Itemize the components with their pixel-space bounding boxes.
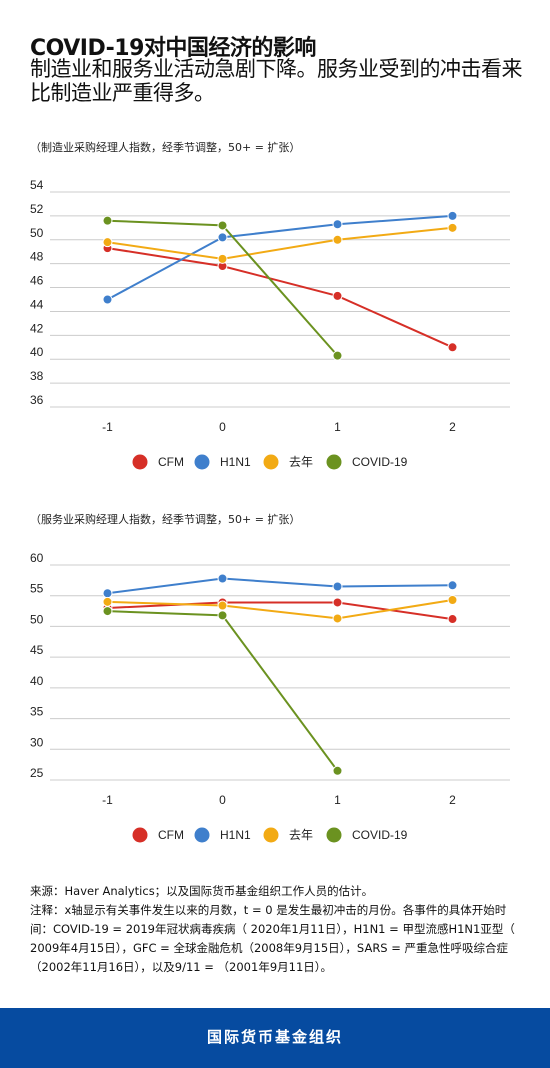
chart1-y-tick-label: 42 [30, 321, 44, 335]
chart1-point-last-year [332, 234, 343, 245]
chart1-legend-label-last-year: 去年 [289, 455, 313, 469]
chart2-legend-label-cfm: CFM [158, 828, 184, 842]
services-pmi-chart: 25 30 35 40 45 50 55 60 -1 0 1 2 CFM H1N1 去年 COVID-19 [30, 551, 510, 843]
chart1-legend-marker-covid-19 [326, 454, 342, 470]
chart2-series-line-last-year [107, 599, 453, 620]
chart1-y-tick-label: 40 [30, 345, 44, 359]
chart1-point-h1n1 [332, 219, 343, 230]
chart1-y-tick-label: 52 [30, 202, 44, 216]
footer-brand-bar: 国际货币基金组织 [0, 1008, 550, 1068]
chart1-point-last-year [217, 253, 228, 264]
chart1-x-tick-label: 2 [449, 420, 456, 434]
chart1-point-covid-19 [217, 220, 228, 231]
source-text: 来源：Haver Analytics；以及国际货币基金组织工作人员的估计。 [30, 884, 374, 898]
chart2-point-cfm [447, 614, 458, 625]
chart2-y-tick-label: 40 [30, 674, 44, 688]
chart2-point-covid-19 [102, 606, 113, 617]
chart1-point-cfm [332, 290, 343, 301]
chart2-point-h1n1 [217, 573, 228, 584]
chart2-x-tick-label: -1 [102, 793, 113, 807]
brand-name: 国际货币基金组织 [206, 1028, 343, 1046]
chart2-point-last-year [447, 595, 458, 606]
chart1-legend-label-covid-19: COVID-19 [352, 455, 408, 469]
chart2-y-tick-label: 55 [30, 582, 44, 596]
chart1-point-last-year [102, 237, 113, 248]
chart1-x-tick-label: 0 [219, 420, 226, 434]
chart2-legend-label-covid-19: COVID-19 [352, 828, 408, 842]
chart2-series-line-h1n1 [107, 577, 453, 595]
chart1-series-line-cfm [107, 247, 453, 349]
footer-notes: 来源：Haver Analytics；以及国际货币基金组织工作人员的估计。 注释… [30, 882, 525, 977]
chart1-legend-label-cfm: CFM [158, 455, 184, 469]
chart2-point-h1n1 [102, 588, 113, 599]
chart1-point-covid-19 [102, 215, 113, 226]
chart2-point-last-year [102, 596, 113, 607]
chart2-point-last-year [332, 613, 343, 624]
chart1-legend-label-h1n1: H1N1 [220, 455, 251, 469]
chart2-point-covid-19 [332, 765, 343, 776]
chart1-point-last-year [447, 222, 458, 233]
chart2-legend-marker-cfm [132, 827, 148, 843]
chart1-x-tick-label: 1 [334, 420, 341, 434]
chart2-y-tick-label: 60 [30, 551, 44, 565]
chart1-series-line-h1n1 [107, 214, 453, 301]
chart2-y-tick-label: 25 [30, 766, 44, 780]
manufacturing-pmi-chart: 36 38 40 42 44 46 48 50 52 54 -1 0 1 2 CFM H1N1 去年 COVID-… [30, 178, 510, 470]
services-chart-note: （服务业采购经理人指数，经季节调整，50+ = 扩张） [30, 513, 301, 526]
chart2-point-h1n1 [332, 581, 343, 592]
chart1-point-h1n1 [447, 210, 458, 221]
chart1-series-line-last-year [107, 226, 453, 260]
chart1-y-tick-label: 54 [30, 178, 44, 192]
chart2-legend-marker-covid-19 [326, 827, 342, 843]
chart2-legend-label-h1n1: H1N1 [220, 828, 251, 842]
chart2-x-tick-label: 2 [449, 793, 456, 807]
chart2-x-tick-label: 0 [219, 793, 226, 807]
chart1-y-tick-label: 44 [30, 297, 44, 311]
chart2-y-tick-label: 35 [30, 705, 44, 719]
page-subtitle: 制造业和服务业活动急剧下降。服务业受到的冲击看来比制造业严重得多。 [30, 57, 523, 105]
chart1-y-tick-label: 50 [30, 226, 44, 240]
chart1-point-h1n1 [217, 232, 228, 243]
chart1-y-tick-label: 46 [30, 274, 44, 288]
chart2-legend-marker-h1n1 [194, 827, 210, 843]
chart2-x-tick-label: 1 [334, 793, 341, 807]
chart2-y-tick-label: 50 [30, 612, 44, 626]
chart1-y-tick-label: 48 [30, 250, 44, 264]
chart1-legend-marker-h1n1 [194, 454, 210, 470]
chart2-legend-label-last-year: 去年 [289, 828, 313, 842]
chart1-legend-marker-last-year [263, 454, 279, 470]
page-title: COVID-19对中国经济的影响 [30, 36, 316, 61]
chart1-legend-marker-cfm [132, 454, 148, 470]
chart1-y-tick-label: 36 [30, 393, 44, 407]
chart2-series-line-covid-19 [107, 610, 339, 772]
chart2-point-covid-19 [217, 610, 228, 621]
chart2-point-last-year [217, 600, 228, 611]
chart2-y-tick-label: 45 [30, 643, 44, 657]
chart2-point-cfm [332, 597, 343, 608]
chart1-point-cfm [447, 342, 458, 353]
chart2-point-h1n1 [447, 580, 458, 591]
chart2-legend-marker-last-year [263, 827, 279, 843]
chart1-y-tick-label: 38 [30, 369, 44, 383]
manufacturing-chart-note: （制造业采购经理人指数，经季节调整，50+ = 扩张） [30, 141, 301, 154]
chart2-series-line-cfm [107, 601, 453, 621]
chart1-x-tick-label: -1 [102, 420, 113, 434]
chart1-point-h1n1 [102, 294, 113, 305]
chart1-point-covid-19 [332, 350, 343, 361]
notes-text: 注释：x轴显示有关事件发生以来的月数，t = 0 是发生最初冲击的月份。各事件的… [30, 903, 515, 974]
chart2-y-tick-label: 30 [30, 735, 44, 749]
